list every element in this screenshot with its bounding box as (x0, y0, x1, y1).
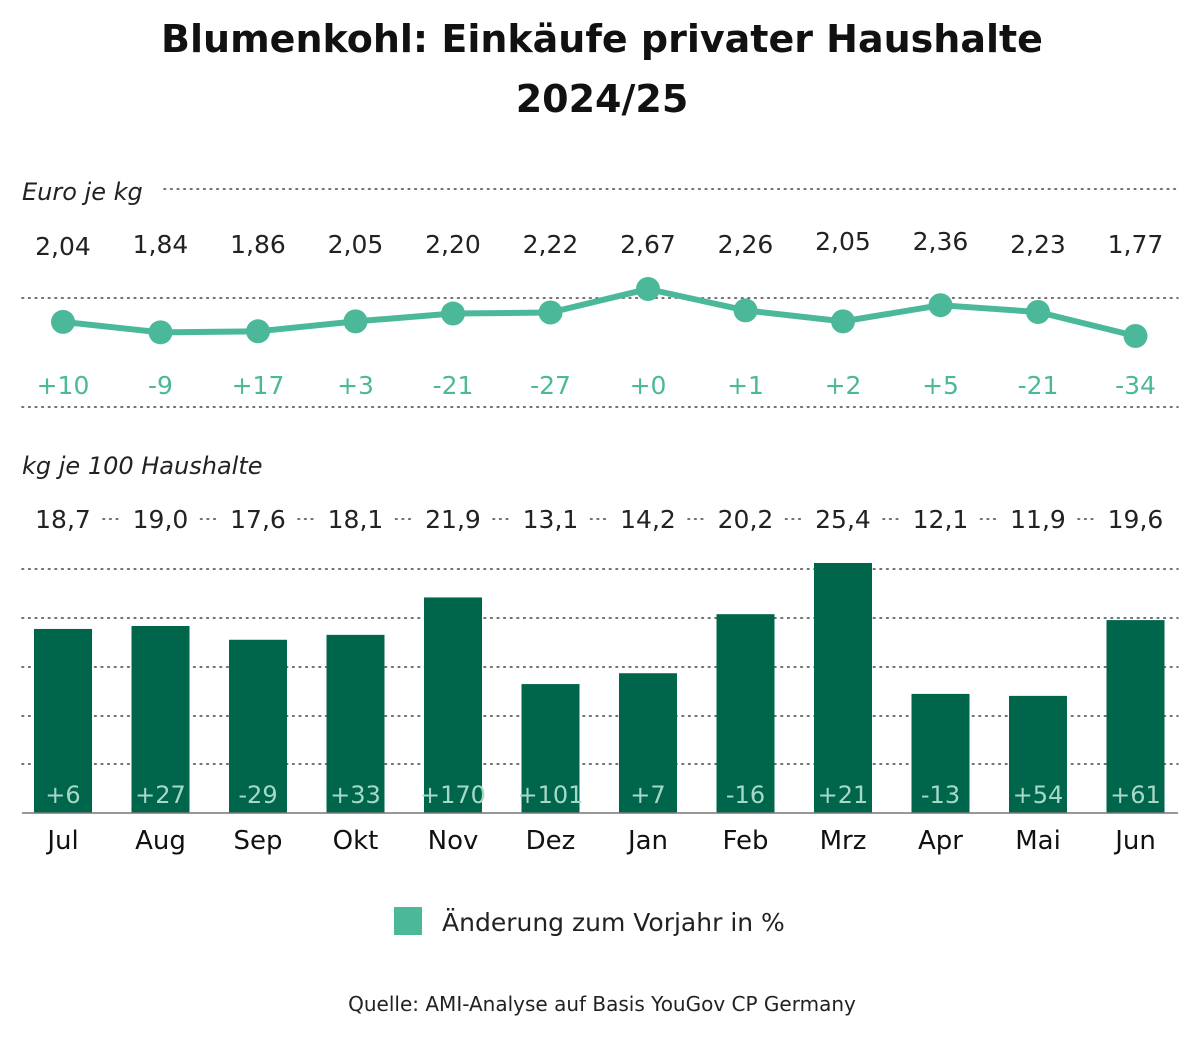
bar-sep (229, 639, 287, 813)
price-change-label: +2 (825, 371, 862, 400)
price-point-nov (441, 301, 465, 326)
bar-mai (1009, 695, 1067, 813)
volume-change-label: -29 (238, 781, 277, 809)
bar-okt (326, 634, 385, 813)
volume-change-label: +101 (518, 781, 584, 809)
price-value-label: 2,05 (815, 227, 871, 256)
source-note: Quelle: AMI-Analyse auf Basis YouGov CP … (348, 992, 856, 1016)
volume-value-label: 13,1 (523, 505, 579, 534)
price-change-label: +10 (37, 371, 90, 400)
price-point-feb (733, 298, 758, 323)
price-value-label: 1,84 (133, 230, 189, 259)
price-line (62, 286, 1137, 339)
price-point-sep (246, 319, 270, 344)
volume-change-label: -16 (726, 781, 765, 809)
price-value-label: 2,22 (523, 230, 579, 259)
price-point-jan (636, 277, 660, 301)
chart-title-line2: 2024/25 (516, 77, 689, 121)
bar-apr (911, 693, 970, 813)
volume-value-label: 21,9 (425, 505, 481, 534)
price-point-jun (1123, 324, 1148, 348)
price-change-label: +3 (337, 371, 374, 400)
bar-aug (131, 625, 190, 813)
volume-change-label: +7 (630, 781, 665, 809)
price-point-jul (51, 309, 75, 334)
bar-feb (716, 614, 775, 813)
bar-jul (34, 628, 92, 813)
price-value-label: 1,86 (230, 230, 286, 259)
volume-change-label: +6 (45, 781, 80, 809)
price-value-label: 2,26 (718, 230, 774, 259)
bar-nov (424, 597, 482, 813)
x-tick-label: Feb (722, 826, 768, 856)
x-tick-label: Jul (45, 826, 78, 856)
x-tick-label: Apr (918, 826, 963, 856)
bar-jan (619, 673, 677, 813)
legend-label: Änderung zum Vorjahr in % (442, 908, 785, 937)
price-change-label: -34 (1115, 371, 1156, 400)
x-tick-label: Mrz (820, 826, 867, 856)
bar-chart-unit-label: kg je 100 Haushalte (22, 452, 263, 480)
x-tick-label: Okt (333, 826, 379, 856)
volume-change-label: +33 (330, 781, 381, 809)
volume-change-label: +27 (135, 781, 186, 809)
price-point-mai (1026, 299, 1050, 324)
price-point-aug (148, 320, 173, 345)
price-point-apr (928, 293, 953, 318)
price-point-okt (343, 309, 368, 334)
volume-value-label: 14,2 (620, 505, 676, 534)
price-change-label: -21 (433, 371, 474, 400)
volume-change-label: +21 (818, 781, 869, 809)
legend-swatch (394, 907, 422, 935)
price-value-label: 1,77 (1108, 230, 1164, 259)
volume-change-label: +54 (1013, 781, 1064, 809)
price-change-label: +0 (630, 371, 667, 400)
volume-value-label: 18,1 (328, 505, 384, 534)
line-series (51, 277, 1148, 348)
x-tick-label: Nov (428, 826, 479, 856)
volume-change-label: -13 (921, 781, 960, 809)
gridlines (21, 188, 1179, 765)
bar-series (34, 563, 1165, 813)
volume-value-label: 25,4 (815, 505, 871, 534)
price-change-label: +17 (232, 371, 285, 400)
volume-value-label: 17,6 (230, 505, 286, 534)
price-value-label: 2,67 (620, 230, 676, 259)
price-change-label: +1 (727, 371, 764, 400)
volume-value-label: 20,2 (718, 505, 774, 534)
bar-mrz (814, 563, 872, 813)
bar-dez (521, 684, 580, 813)
volume-value-label: 11,9 (1010, 505, 1066, 534)
price-value-label: 2,36 (913, 227, 969, 256)
line-chart-unit-label: Euro je kg (22, 178, 143, 206)
price-point-mrz (831, 309, 855, 334)
x-tick-label: Jun (1113, 826, 1156, 856)
price-change-label: -27 (530, 371, 571, 400)
data-labels: 2,04 +10 18,7 +6 Jul 1,84 -9 19,0 +27 Aug 1,86 +17 1… (35, 227, 1163, 856)
price-value-label: 2,23 (1010, 230, 1066, 259)
price-value-label: 2,04 (35, 232, 91, 261)
price-change-label: -9 (148, 371, 173, 400)
volume-change-label: +61 (1110, 781, 1161, 809)
price-change-label: -21 (1018, 371, 1059, 400)
x-tick-label: Jan (626, 826, 668, 856)
bar-jun (1106, 620, 1165, 813)
volume-value-label: 12,1 (913, 505, 969, 534)
x-tick-label: Dez (526, 826, 576, 856)
chart-title-line1: Blumenkohl: Einkäufe privater Haushalte (161, 17, 1043, 61)
price-point-dez (538, 300, 563, 325)
volume-value-label: 19,6 (1108, 505, 1164, 534)
price-value-label: 2,20 (425, 230, 481, 259)
x-tick-label: Mai (1015, 826, 1061, 856)
volume-value-label: 19,0 (133, 505, 189, 534)
price-change-label: +5 (922, 371, 959, 400)
price-value-label: 2,05 (328, 230, 384, 259)
x-tick-label: Aug (135, 826, 186, 856)
volume-change-label: +170 (420, 781, 486, 809)
x-tick-label: Sep (233, 826, 282, 856)
volume-value-label: 18,7 (35, 505, 91, 534)
